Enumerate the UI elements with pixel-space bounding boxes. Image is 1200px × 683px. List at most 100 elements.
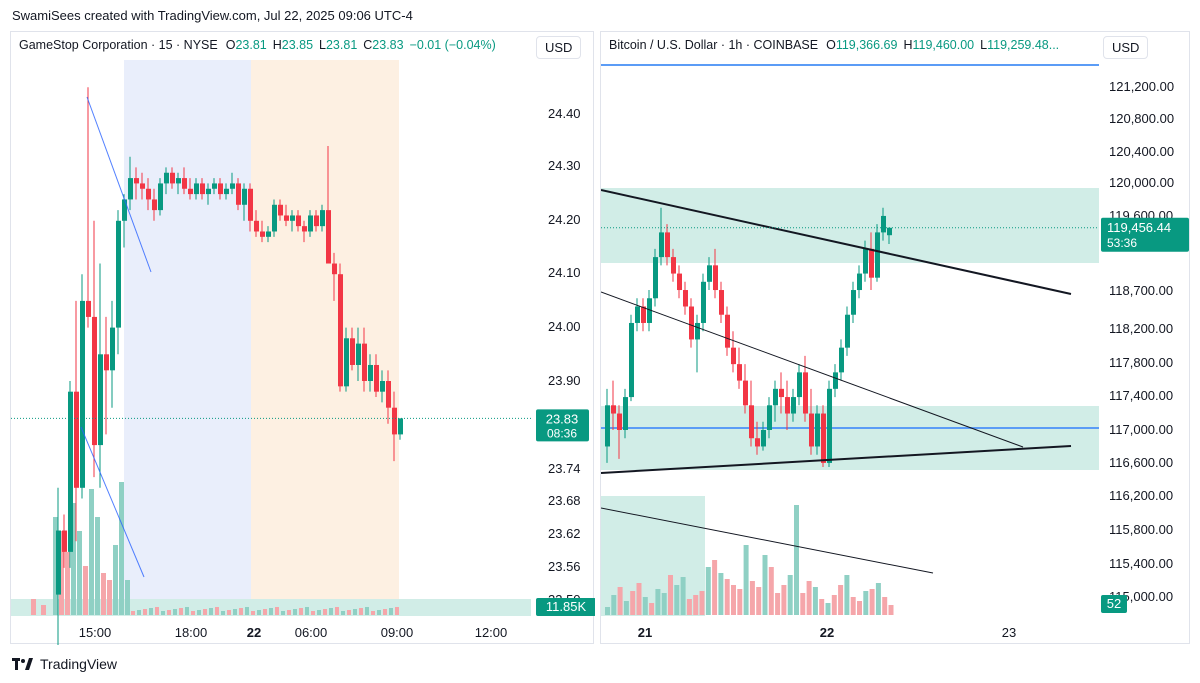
- volume-bar: [724, 579, 730, 615]
- volume-bar: [275, 607, 279, 615]
- volume-bar: [323, 609, 327, 615]
- candle-body: [62, 530, 67, 552]
- tradingview-brand[interactable]: TradingView: [12, 656, 117, 672]
- btc-chart-panel[interactable]: 121,200.00 120,800.00 120,400.00 120,000.00…: [600, 31, 1190, 644]
- volume-bar: [239, 608, 243, 615]
- volume-bar: [806, 581, 812, 615]
- candle-body: [623, 397, 628, 430]
- candle-body: [695, 322, 700, 340]
- volume-bar: [77, 531, 82, 615]
- volume-tag-bg: [536, 598, 595, 616]
- volume-bar: [775, 593, 781, 615]
- candle-body: [260, 231, 265, 237]
- candle-body: [833, 372, 838, 389]
- candle-body: [869, 248, 874, 278]
- volume-tag-bg: [1101, 595, 1127, 613]
- volume-bar: [305, 607, 309, 615]
- y-tick-label: 120,400.00: [1109, 144, 1174, 159]
- x-tick-label: 22: [820, 625, 834, 640]
- gme-symbol-label[interactable]: GameStop Corporation · 15 · NYSE: [19, 38, 218, 52]
- candle-body: [368, 364, 373, 381]
- volume-bar: [221, 611, 225, 615]
- y-tick-label: 117,800.00: [1109, 355, 1173, 370]
- x-tick-label: 18:00: [175, 625, 208, 640]
- y-tick-label: 118,200.00: [1109, 321, 1173, 336]
- volume-bar: [365, 607, 369, 615]
- gme-chart-panel[interactable]: 24.40 24.30 24.20 24.10 24.00 23.90 23.74 23.68…: [10, 31, 595, 645]
- candle-body: [617, 413, 622, 430]
- volume-bar: [377, 610, 381, 615]
- y-tick-label: 121,200.00: [1109, 79, 1174, 94]
- change-value: −0.01 (−0.04%): [409, 38, 496, 52]
- candle-body: [767, 405, 772, 430]
- volume-zone: [601, 496, 705, 616]
- volume-bar: [107, 580, 112, 615]
- candle-body: [731, 347, 736, 365]
- candle-body: [875, 232, 880, 278]
- volume-bar: [131, 611, 135, 615]
- btc-currency-button[interactable]: USD: [1103, 36, 1149, 59]
- volume-label: 52: [1107, 596, 1121, 611]
- btc-chart-canvas[interactable]: 121,200.00 120,800.00 120,400.00 120,000.00…: [601, 32, 1191, 645]
- trend-line-middle: [601, 291, 1024, 448]
- btc-symbol-label[interactable]: Bitcoin / U.S. Dollar · 1h · COINBASE: [609, 38, 819, 52]
- gme-chart-canvas[interactable]: 24.40 24.30 24.20 24.10 24.00 23.90 23.74 23.68…: [11, 32, 595, 645]
- volume-bar: [227, 610, 231, 615]
- open-value: 23.81: [235, 38, 267, 52]
- gme-currency-button[interactable]: USD: [536, 36, 582, 59]
- candle-body: [134, 178, 139, 184]
- volume-bar: [686, 599, 692, 615]
- volume-bar: [655, 589, 661, 615]
- volume-bar: [311, 611, 315, 615]
- chart-snapshot-title: SwamiSees created with TradingView.com, …: [12, 8, 413, 23]
- candle-body: [56, 530, 61, 595]
- volume-bar: [869, 589, 875, 615]
- y-tick-label: 115,400.00: [1109, 556, 1173, 571]
- volume-bar: [155, 607, 159, 615]
- trend-line-volume: [601, 507, 934, 574]
- candle-body: [296, 215, 301, 227]
- y-tick-label: 23.74: [548, 461, 581, 476]
- volume-bar: [245, 607, 249, 615]
- candle-body: [176, 178, 181, 184]
- volume-bar: [233, 609, 237, 615]
- candle-body: [635, 306, 640, 323]
- volume-bar: [737, 589, 743, 615]
- brand-name: TradingView: [40, 656, 118, 672]
- volume-bar: [850, 597, 856, 615]
- x-tick-label: 06:00: [295, 625, 328, 640]
- candle-body: [689, 306, 694, 340]
- candle-body: [641, 306, 646, 323]
- candle-body: [266, 231, 271, 237]
- candle-body: [857, 273, 862, 291]
- volume-bar: [125, 580, 130, 615]
- volume-bar: [89, 489, 94, 615]
- trend-line: [80, 426, 145, 578]
- volume-bar: [59, 531, 64, 615]
- volume-bar: [149, 608, 153, 615]
- volume-bar: [800, 593, 806, 615]
- trend-line-upper: [601, 189, 1072, 295]
- candle-body: [224, 188, 229, 195]
- volume-bar: [119, 482, 124, 615]
- volume-bar: [819, 599, 825, 615]
- candle-body: [344, 338, 349, 387]
- volume-bar: [203, 609, 207, 615]
- volume-bar: [383, 609, 387, 615]
- candle-body: [785, 397, 790, 414]
- volume-bar: [863, 591, 869, 615]
- y-tick-label: 116,600.00: [1109, 455, 1173, 470]
- volume-bar: [693, 595, 699, 615]
- candle-body: [158, 183, 163, 211]
- volume-bar: [756, 587, 762, 615]
- volume-bar: [812, 587, 818, 615]
- candle-body: [140, 183, 145, 189]
- volume-bar: [191, 611, 195, 615]
- low-value: 119,259.48...: [987, 38, 1060, 52]
- candle-body: [725, 314, 730, 348]
- volume-bar: [882, 597, 888, 615]
- volume-bar: [636, 583, 642, 615]
- candle-body: [719, 290, 724, 315]
- high-value: 119,460.00: [912, 38, 975, 52]
- candle-body: [242, 188, 247, 205]
